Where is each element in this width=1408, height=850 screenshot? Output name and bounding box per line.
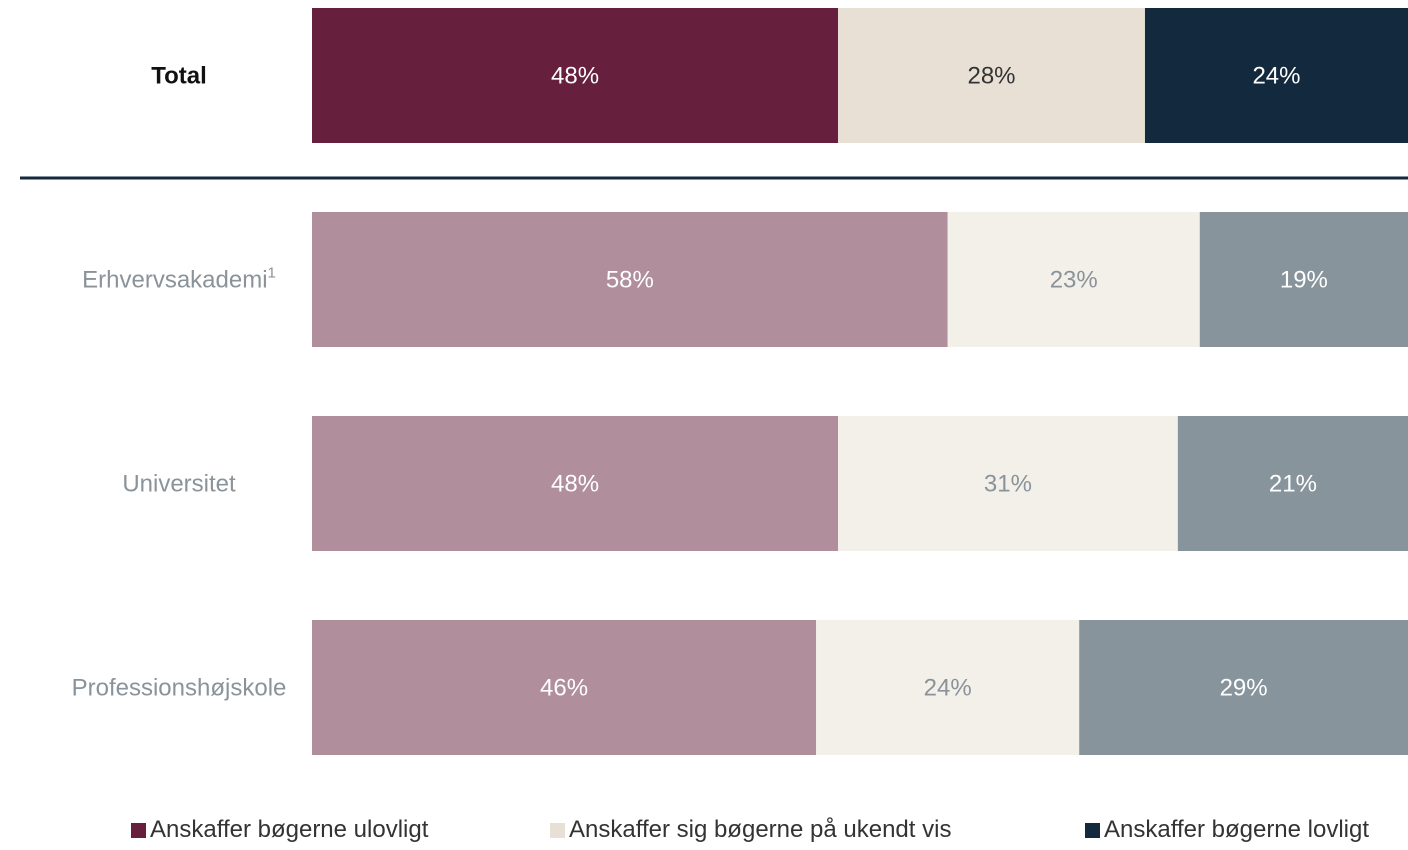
bar-segment-legal-3 xyxy=(1079,620,1408,755)
bar-segment-legal-0 xyxy=(1144,8,1408,143)
legend-swatch-legal xyxy=(1085,822,1100,838)
data-label-illegal-0: 48% xyxy=(551,63,599,90)
bar-segment-illegal-3 xyxy=(312,620,817,755)
data-label-unknown-2: 31% xyxy=(984,471,1032,498)
bar-segment-illegal-2 xyxy=(312,416,839,551)
bar-segment-unknown-0 xyxy=(838,8,1145,143)
data-label-unknown-1: 23% xyxy=(1050,267,1098,294)
data-label-illegal-2: 48% xyxy=(551,471,599,498)
data-label-illegal-3: 46% xyxy=(540,675,588,702)
category-label-1: Erhvervsakademi1 xyxy=(82,265,276,294)
legend-swatch-unknown xyxy=(550,822,565,838)
bar-segment-legal-2 xyxy=(1177,416,1408,551)
category-label-2: Universitet xyxy=(122,471,236,498)
legend-label-unknown: Anskaffer sig bøgerne på ukendt vis xyxy=(569,816,952,843)
data-label-illegal-1: 58% xyxy=(606,267,654,294)
bar-segment-unknown-1 xyxy=(947,212,1200,347)
legend: Anskaffer bøgerne ulovligt Anskaffer sig… xyxy=(0,816,1408,850)
bar-segment-illegal-0 xyxy=(312,8,839,143)
data-label-unknown-3: 24% xyxy=(924,675,972,702)
legend-label-legal: Anskaffer bøgerne lovligt xyxy=(1104,816,1370,843)
data-label-legal-3: 29% xyxy=(1220,675,1268,702)
bar-segment-legal-1 xyxy=(1199,212,1408,347)
legend-item-legal: Anskaffer bøgerne lovligt xyxy=(1085,816,1369,844)
bar-segment-unknown-2 xyxy=(838,416,1178,551)
category-label-3: Professionshøjskole xyxy=(72,675,287,702)
category-footnote-1: 1 xyxy=(268,265,276,282)
data-label-legal-1: 19% xyxy=(1280,267,1328,294)
data-label-unknown-0: 28% xyxy=(967,63,1015,90)
legend-item-illegal: Anskaffer bøgerne ulovligt xyxy=(131,816,428,844)
data-label-legal-0: 24% xyxy=(1252,63,1300,90)
bars-layer xyxy=(312,8,1408,755)
legend-swatch-illegal xyxy=(131,822,146,838)
labels-layer: Total 48% 28% 24% Erhvervsakademi1 58% 23% 19% U… xyxy=(72,63,1328,702)
bar-segment-unknown-3 xyxy=(816,620,1080,755)
bar-segment-illegal-1 xyxy=(312,212,948,347)
legend-label-illegal: Anskaffer bøgerne ulovligt xyxy=(150,816,429,843)
category-label-0: Total xyxy=(151,63,207,90)
data-label-legal-2: 21% xyxy=(1269,471,1317,498)
legend-item-unknown: Anskaffer sig bøgerne på ukendt vis xyxy=(550,816,951,844)
